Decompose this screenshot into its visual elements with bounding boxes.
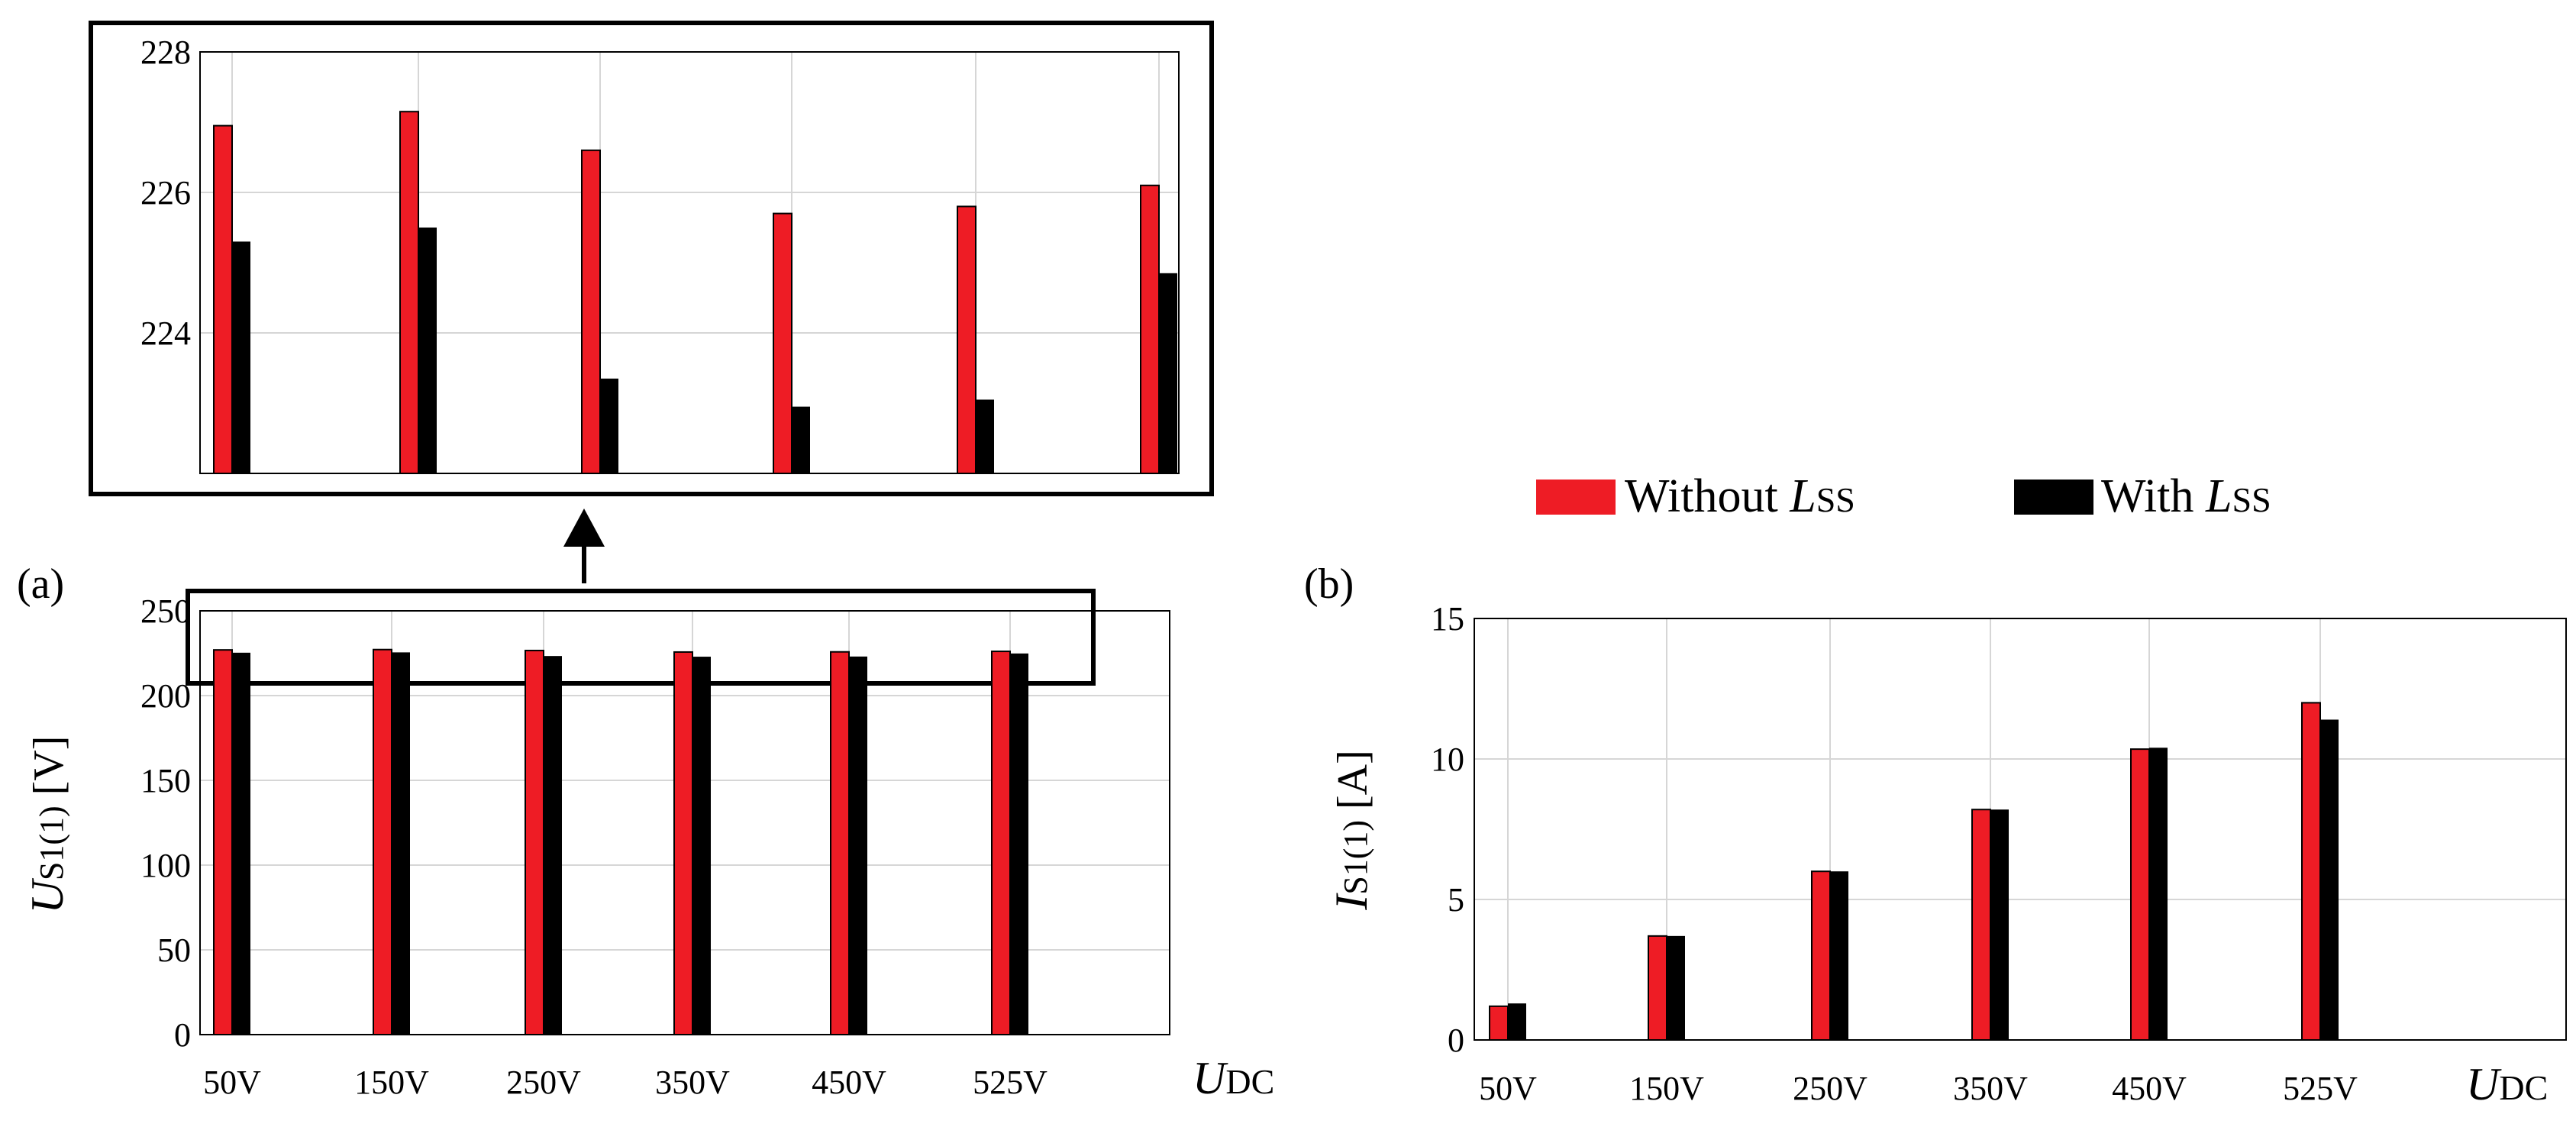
a-ytick-label: 50 xyxy=(157,932,191,969)
panel-a-label: (a) xyxy=(17,560,64,608)
b-bar-with-lss-250V xyxy=(1830,871,1848,1040)
inset-chart: 224 226 228 xyxy=(140,34,1180,475)
a-bar-without-lss-50V xyxy=(213,649,233,1036)
b-bar-without-lss-350V xyxy=(1971,809,1991,1041)
inset-ytick-label: 226 xyxy=(140,174,191,212)
panel-a-ylabel: US1(1) [V] xyxy=(22,736,73,914)
b-bar-with-lss-450V xyxy=(2149,748,2168,1040)
b-ytick-label: 5 xyxy=(1448,881,1464,919)
legend-swatch-without xyxy=(1536,480,1616,515)
a-bar-without-lss-525V xyxy=(991,651,1011,1035)
a-bar-with-lss-350V xyxy=(692,657,711,1035)
a-ytick-label: 0 xyxy=(174,1016,191,1054)
b-ytick-label: 0 xyxy=(1448,1022,1464,1059)
legend-label-with: With LSS xyxy=(2101,470,2271,522)
a-xtick-label: 450V xyxy=(812,1064,886,1101)
a-ytick-label: 200 xyxy=(140,677,191,715)
b-bar-without-lss-50V xyxy=(1489,1005,1509,1041)
b-bar-with-lss-50V xyxy=(1508,1003,1526,1040)
a-bar-without-lss-350V xyxy=(673,651,693,1035)
panel-b-label: (b) xyxy=(1304,560,1354,608)
b-xtick-label: 50V xyxy=(1479,1070,1537,1107)
b-bar-with-lss-350V xyxy=(1990,809,2009,1040)
zoom-arrow-head xyxy=(563,509,605,547)
inset-frame xyxy=(89,21,1214,496)
inset-bar-with-lss-50V xyxy=(232,241,250,473)
inset-bar-without-lss-525V xyxy=(1140,184,1160,475)
a-axis-frame xyxy=(199,610,1170,1035)
a-xtick-label: 250V xyxy=(506,1064,581,1101)
a-bar-with-lss-50V xyxy=(232,652,250,1035)
a-bar-with-lss-450V xyxy=(849,656,867,1035)
legend: Without LSS With LSS xyxy=(1536,470,2271,522)
inset-bar-with-lss-250V xyxy=(600,378,618,473)
b-bar-without-lss-150V xyxy=(1648,935,1667,1041)
a-xtick-label: 50V xyxy=(203,1064,261,1101)
a-bar-with-lss-250V xyxy=(544,656,562,1035)
inset-axis-frame xyxy=(199,51,1180,474)
b-xtick-label: 525V xyxy=(2283,1070,2358,1107)
b-ytick-label: 15 xyxy=(1431,600,1464,638)
legend-label-without: Without LSS xyxy=(1625,470,1855,522)
panel-b-axes xyxy=(1474,618,2567,1041)
b-xtick-label: 150V xyxy=(1629,1070,1704,1107)
b-bar-without-lss-525V xyxy=(2301,702,2321,1041)
a-ytick-label: 100 xyxy=(140,847,191,884)
b-ytick-label: 10 xyxy=(1431,741,1464,778)
a-bar-with-lss-525V xyxy=(1010,653,1028,1035)
inset-bar-with-lss-150V xyxy=(418,228,437,473)
b-bar-without-lss-250V xyxy=(1811,870,1831,1041)
a-ytick-label: 250 xyxy=(140,593,191,630)
b-xtick-label: 450V xyxy=(2112,1070,2187,1107)
zoom-region-box xyxy=(186,589,1096,686)
b-axis-frame xyxy=(1474,618,2567,1041)
panel-a-xlabel: UDC xyxy=(1193,1053,1274,1103)
a-xtick-label: 350V xyxy=(655,1064,730,1101)
panel-b-chart: 0 5 10 15 50V 150V 250V 350V 450V 525V xyxy=(1431,600,2567,1107)
inset-ytick-label: 224 xyxy=(140,315,191,352)
a-xtick-label: 150V xyxy=(354,1064,429,1101)
panel-b-xlabel: UDC xyxy=(2466,1059,2548,1109)
a-bar-with-lss-150V xyxy=(392,652,410,1035)
inset-bar-with-lss-525V xyxy=(1159,273,1177,473)
a-ytick-label: 150 xyxy=(140,762,191,799)
b-bar-with-lss-525V xyxy=(2320,719,2339,1040)
inset-bar-with-lss-450V xyxy=(976,399,994,473)
b-bar-with-lss-150V xyxy=(1667,935,1685,1040)
b-xtick-label: 250V xyxy=(1793,1070,1867,1107)
panel-a-chart: 0 50 100 150 200 250 50V 150V 250V 350V 450V 525V xyxy=(140,593,1170,1101)
legend-swatch-with xyxy=(2014,480,2093,515)
inset-bar-without-lss-50V xyxy=(213,124,233,474)
inset-bar-with-lss-350V xyxy=(792,406,810,473)
b-xtick-label: 350V xyxy=(1953,1070,2028,1107)
a-bar-without-lss-250V xyxy=(525,649,544,1035)
inset-bar-without-lss-450V xyxy=(957,205,976,474)
a-bar-without-lss-150V xyxy=(373,648,392,1035)
inset-bar-without-lss-150V xyxy=(399,111,419,474)
a-xtick-label: 525V xyxy=(973,1064,1048,1101)
inset-ytick-label: 228 xyxy=(140,34,191,71)
inset-bar-without-lss-350V xyxy=(773,212,792,474)
inset-axes xyxy=(199,51,1180,474)
b-bar-without-lss-450V xyxy=(2130,748,2150,1041)
a-bar-without-lss-450V xyxy=(830,651,850,1035)
panel-b-ylabel: IS1(1) [A] xyxy=(1326,750,1377,911)
inset-bar-without-lss-250V xyxy=(581,149,601,475)
